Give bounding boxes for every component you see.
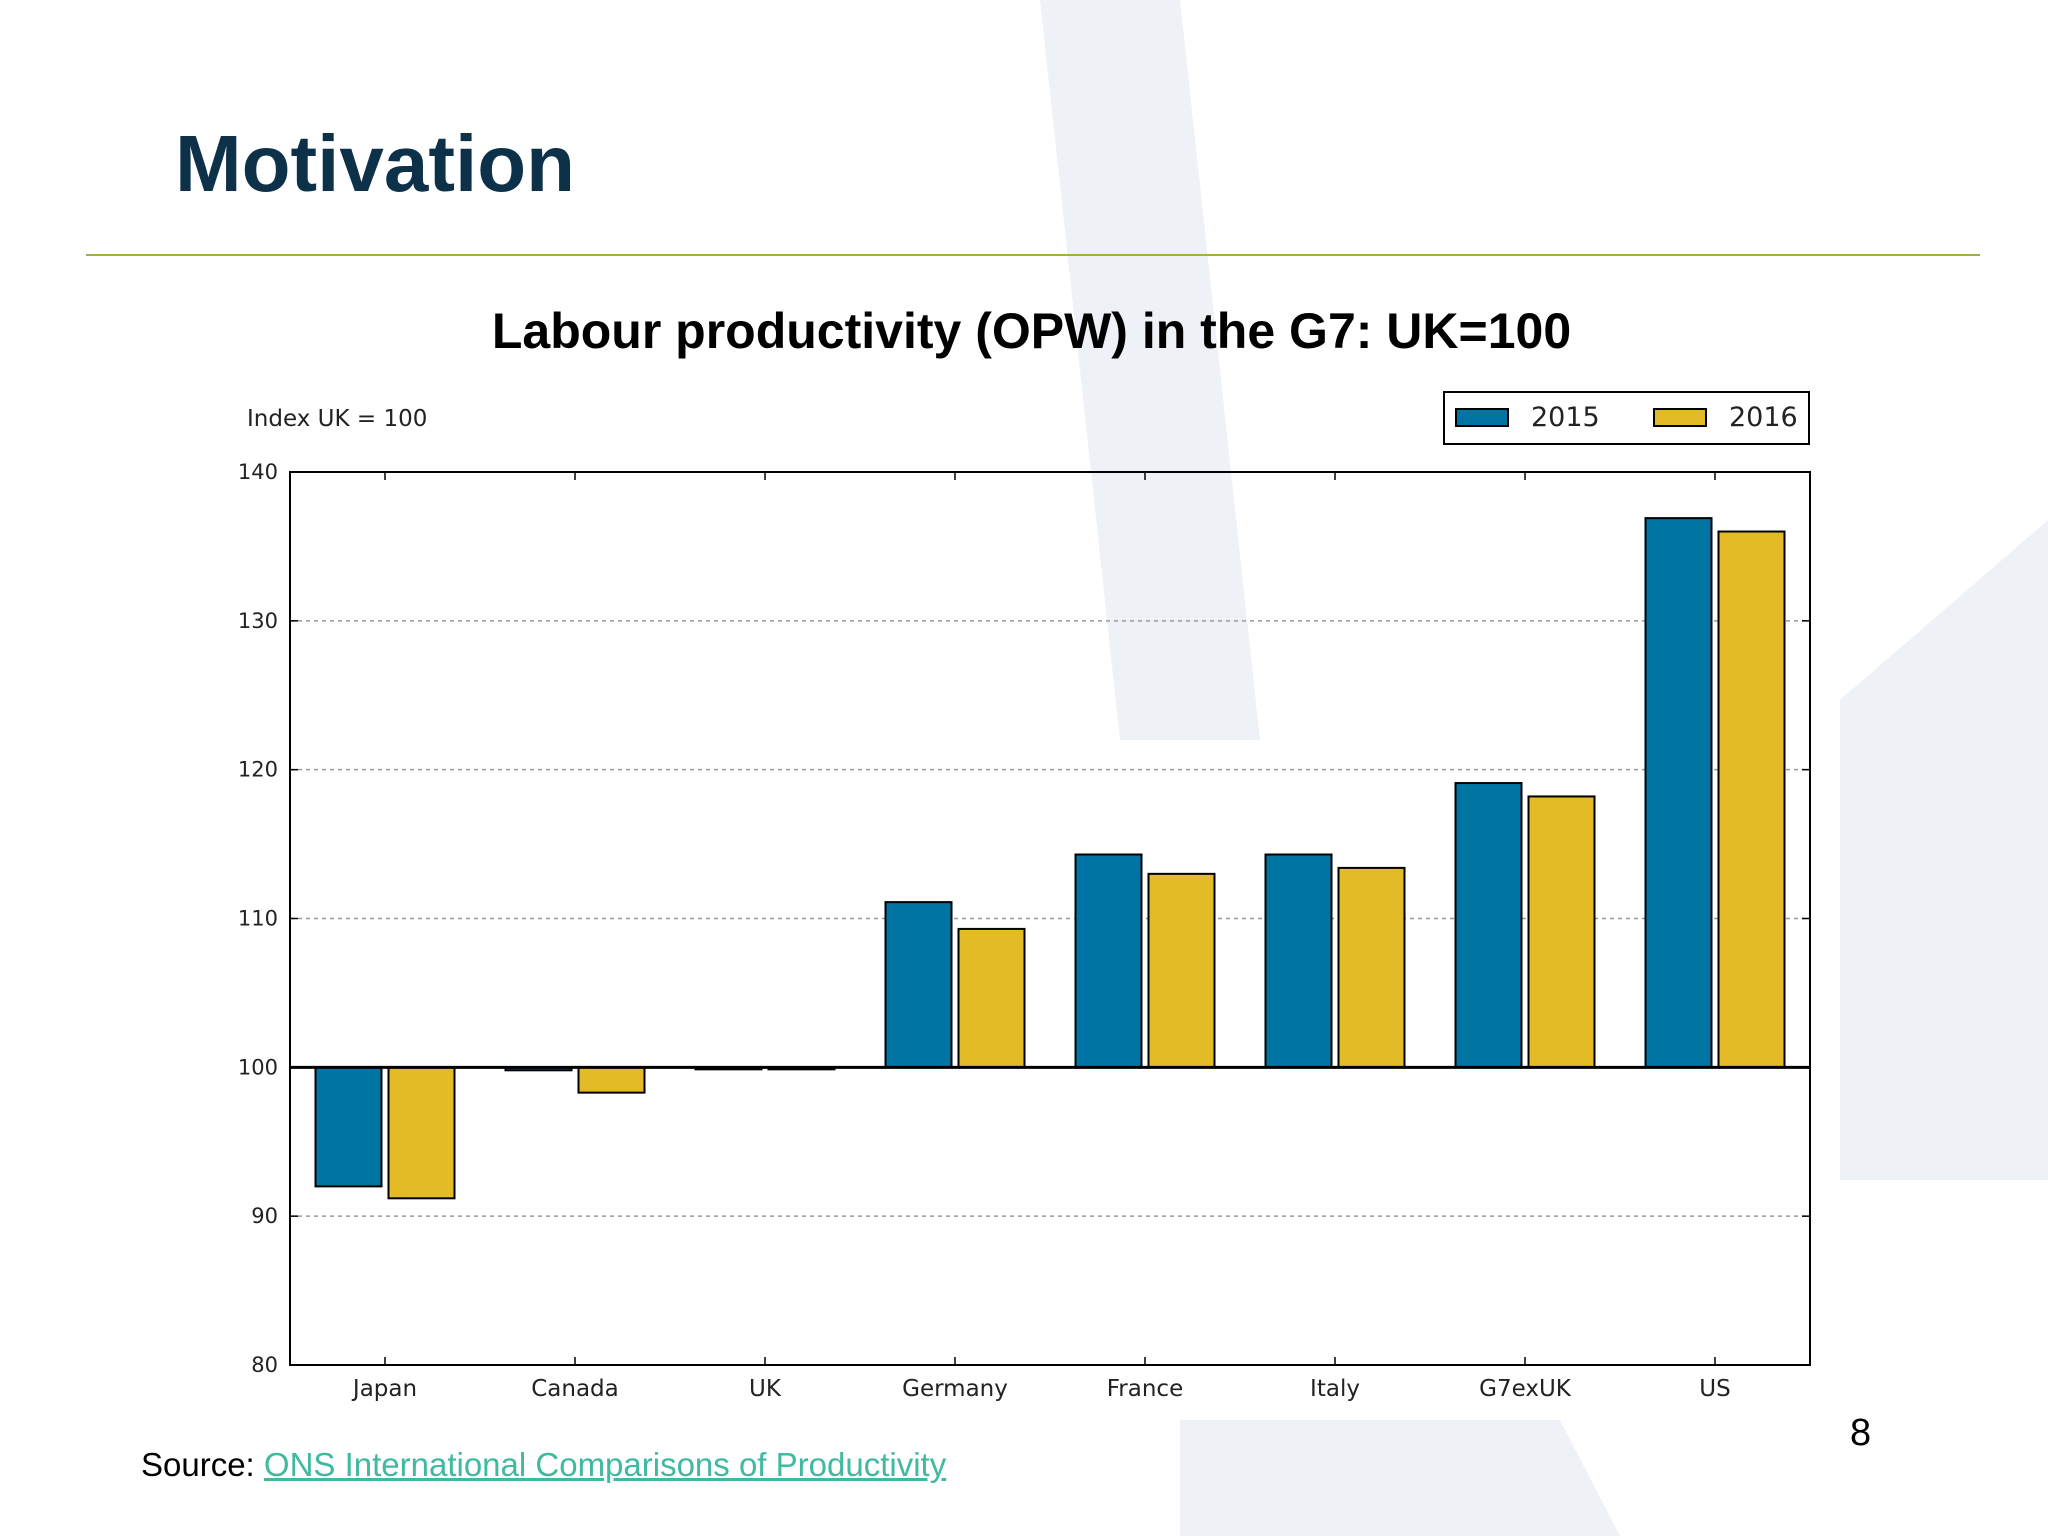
y-tick-label: 130 (238, 609, 278, 633)
y-tick-label: 100 (238, 1055, 278, 1079)
legend-label-2015: 2015 (1531, 402, 1600, 433)
bar-2016-g7exuk (1527, 795, 1596, 1069)
page-number: 8 (1850, 1412, 1872, 1454)
chart-title: Labour productivity (OPW) in the G7: UK=… (491, 303, 1572, 359)
bar-2015-us (1644, 517, 1713, 1069)
bar-2016-canada (577, 1066, 646, 1094)
bar-2016-italy (1337, 866, 1406, 1069)
source-prefix: Source: (141, 1446, 264, 1483)
bar-chart: 80 90 100 110 120 130 140 Index UK = 100 Japan Ca… (238, 391, 1811, 1402)
x-tick-label: UK (749, 1376, 782, 1402)
x-tick-label: G7exUK (1479, 1376, 1572, 1402)
y-tick-label: 80 (251, 1353, 278, 1377)
x-tick-label: US (1699, 1376, 1730, 1402)
y-tick-label: 110 (238, 907, 278, 931)
source-link[interactable]: ONS International Comparisons of Product… (263, 1446, 947, 1483)
bar-2016-japan (387, 1066, 456, 1200)
x-tick-label: Germany (902, 1376, 1008, 1402)
y-tick-label: 140 (238, 460, 278, 484)
x-tick-label: France (1107, 1376, 1183, 1402)
x-tick-label: Canada (531, 1376, 619, 1402)
bar-2016-germany (957, 927, 1026, 1069)
bar-2015-italy (1264, 853, 1333, 1069)
x-tick-label: Italy (1310, 1376, 1360, 1402)
y-tick-label: 90 (251, 1204, 278, 1228)
y-tick-label: 120 (238, 758, 278, 782)
legend-swatch-2016 (1653, 408, 1707, 427)
bar-2015-g7exuk (1454, 782, 1523, 1069)
bar-2015-france (1074, 853, 1143, 1069)
bar-2016-us (1717, 530, 1786, 1069)
title-divider (86, 254, 1980, 256)
source-note: Source: ONS International Comparisons of… (141, 1446, 946, 1484)
legend-label-2016: 2016 (1729, 402, 1798, 433)
x-tick-label: Japan (351, 1376, 417, 1402)
y-axis-label: Index UK = 100 (247, 406, 427, 432)
bar-2015-germany (884, 901, 953, 1069)
bar-2016-france (1147, 872, 1216, 1069)
legend-swatch-2015 (1455, 408, 1509, 427)
bar-2015-japan (314, 1066, 383, 1188)
slide-title: Motivation (175, 119, 575, 208)
